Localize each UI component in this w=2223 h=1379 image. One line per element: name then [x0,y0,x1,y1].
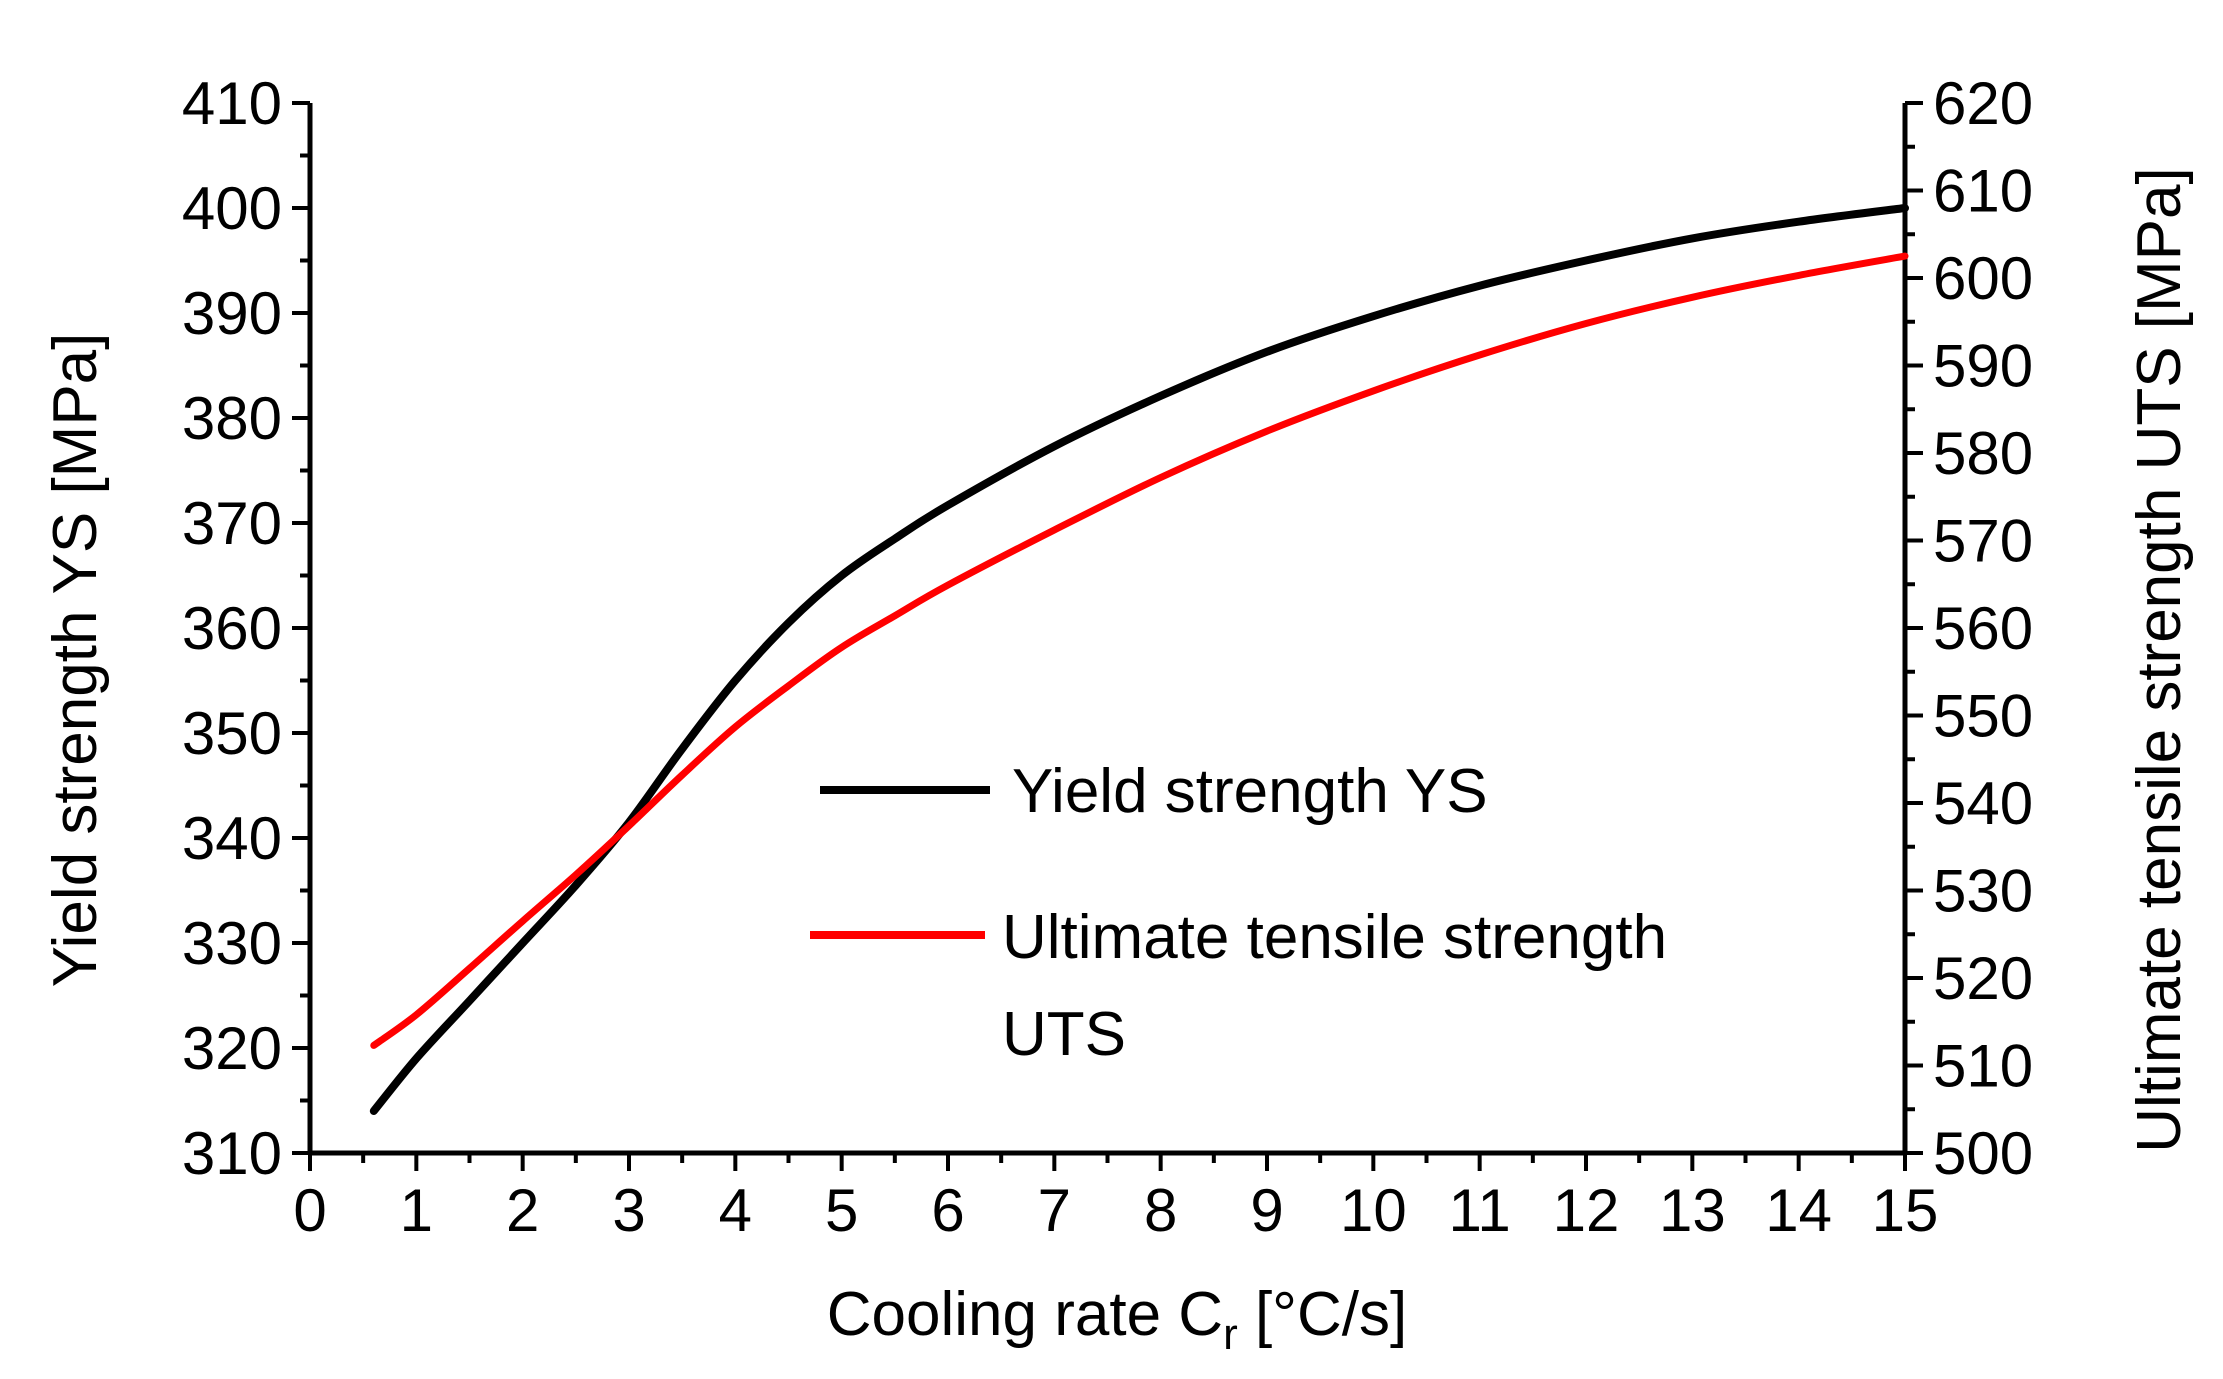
series-line-ultimate-tensile-strength [370,252,1909,1049]
y-right-tick-label: 530 [1933,858,2033,925]
x-tick-label: 14 [1765,1177,1832,1244]
y-right-tick-label: 620 [1933,70,2033,137]
x-tick-label: 9 [1250,1177,1283,1244]
y-right-tick-label: 520 [1933,945,2033,1012]
x-tick-label: 10 [1340,1177,1407,1244]
y-left-tick-label: 350 [182,700,282,767]
y-left-tick-label: 340 [182,805,282,872]
y-left-tick-label: 360 [182,595,282,662]
y-right-tick-label: 610 [1933,158,2033,225]
x-axis: 0 1 2 3 4 5 6 7 8 9 10 11 12 13 14 15 [293,1153,1938,1244]
y-right-tick-label: 580 [1933,420,2033,487]
y-axis-left-title: Yield strength YS [MPa] [41,333,110,988]
y-left-tick-label: 310 [182,1120,282,1187]
y-axis-right: 500 510 520 530 540 550 560 570 580 590 600 610 620 [1905,70,2033,1187]
y-left-tick-label: 400 [182,175,282,242]
y-right-tick-label: 570 [1933,508,2033,575]
legend-label-uts: Ultimate tensile strength [1002,903,1667,972]
x-tick-label: 11 [1449,1177,1511,1244]
y-left-tick-label: 390 [182,280,282,347]
x-tick-label: 13 [1659,1177,1726,1244]
y-left-tick-label: 330 [182,910,282,977]
y-left-tick-label: 370 [182,490,282,557]
x-tick-label: 7 [1038,1177,1071,1244]
x-tick-label: 3 [612,1177,645,1244]
y-right-tick-label: 560 [1933,595,2033,662]
y-right-tick-label: 600 [1933,245,2033,312]
y-right-tick-label: 510 [1933,1033,2033,1100]
x-tick-label: 6 [931,1177,964,1244]
y-left-tick-label: 380 [182,385,282,452]
y-right-tick-label: 550 [1933,683,2033,750]
x-tick-label: 5 [825,1177,858,1244]
y-right-tick-label: 540 [1933,770,2033,837]
x-tick-label: 1 [400,1177,433,1244]
x-tick-label: 15 [1872,1177,1939,1244]
legend-label-uts-line2: UTS [1002,1000,1126,1069]
legend: Yield strength YS Ultimate tensile stren… [810,757,1667,1069]
y-right-tick-label: 500 [1933,1120,2033,1187]
x-tick-label: 8 [1144,1177,1177,1244]
y-axis-left: 310 320 330 340 350 360 370 380 390 400 410 [182,70,310,1187]
series-layer [369,204,1909,1115]
y-left-tick-label: 410 [182,70,282,137]
x-tick-label: 12 [1553,1177,1620,1244]
y-left-tick-label: 320 [182,1015,282,1082]
x-tick-label: 0 [293,1177,326,1244]
y-axis-right-title: Ultimate tensile strength UTS [MPa] [2125,167,2194,1152]
x-tick-label: 4 [719,1177,752,1244]
series-line-yield-strength [369,204,1909,1115]
legend-label-ys: Yield strength YS [1012,757,1488,826]
x-axis-title-subscript: r [1223,1310,1238,1359]
x-axis-title: Cooling rate Cr [°C/s] [827,1280,1407,1359]
plot-frame [307,103,1908,1156]
x-axis-title-main: Cooling rate C [827,1280,1223,1349]
x-axis-title-unit: [°C/s] [1238,1280,1407,1349]
x-tick-label: 2 [506,1177,539,1244]
y-right-tick-label: 590 [1933,333,2033,400]
